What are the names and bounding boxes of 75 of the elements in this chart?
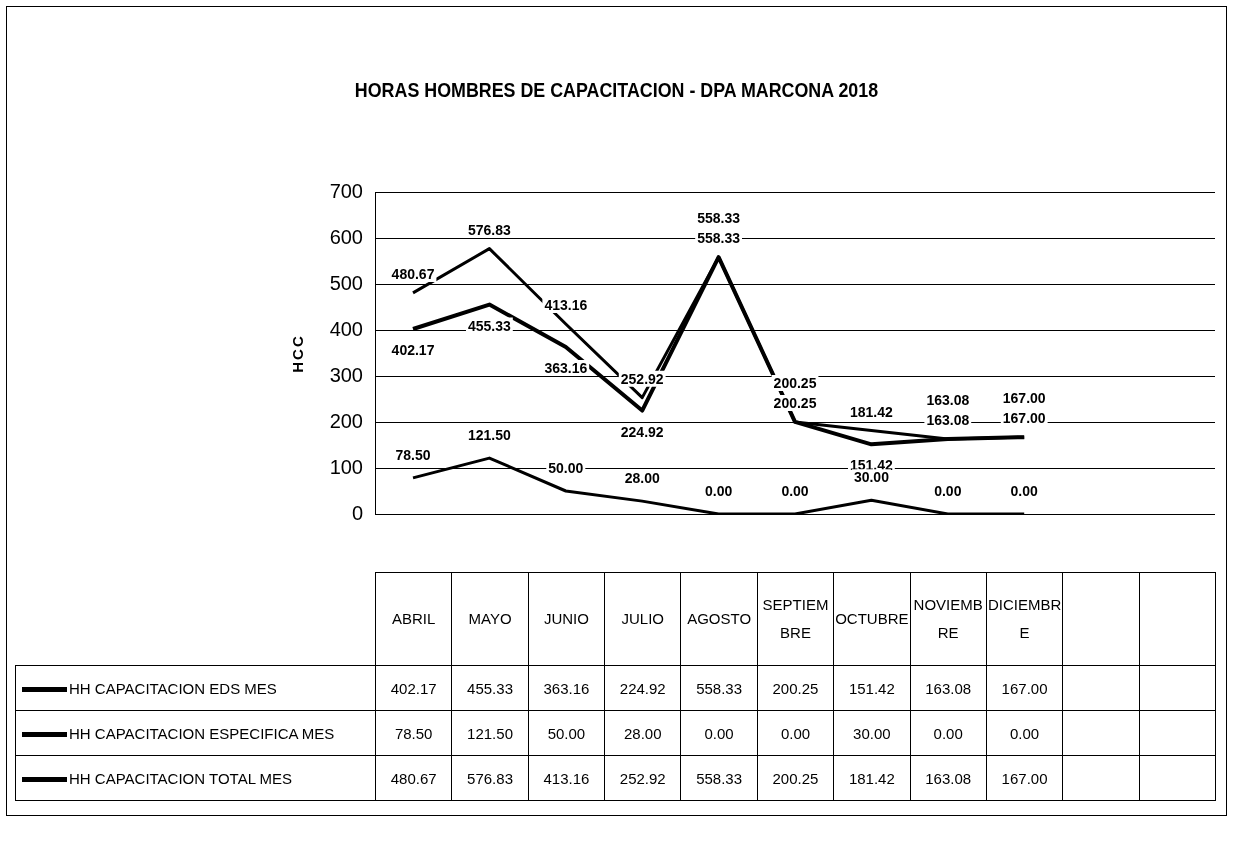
y-tick-label: 200 xyxy=(329,409,363,432)
y-tick-label: 600 xyxy=(329,225,363,248)
y-tick-label: 100 xyxy=(329,455,363,478)
text: 558.33 xyxy=(697,210,741,227)
legend-label: HH CAPACITACION TOTAL MES xyxy=(15,755,376,801)
text: 28.00 xyxy=(624,470,660,487)
x-tick-label: DICIEMBRE xyxy=(986,572,1063,666)
x-tick-label: SEPTIEMBRE xyxy=(757,572,834,666)
y-tick-label: 500 xyxy=(329,271,363,294)
data-label: 0.00 xyxy=(986,710,1063,756)
text: 455.33 xyxy=(467,317,511,334)
data-label: 413.16 xyxy=(528,755,605,801)
data-label: 30.00 xyxy=(833,710,911,756)
data-label: 181.42 xyxy=(833,755,911,801)
text: 224.92 xyxy=(620,423,664,440)
x-tick-label: NOVIEMBRE xyxy=(910,572,987,666)
x-tick-label: JULIO xyxy=(604,572,681,666)
data-label: 121.50 xyxy=(451,710,529,756)
data-label: 363.16 xyxy=(528,665,605,711)
text: 558.33 xyxy=(697,230,741,247)
data-label: 455.33 xyxy=(451,665,529,711)
text: 480.67 xyxy=(391,265,435,282)
text: 576.83 xyxy=(467,221,511,238)
data-label: 558.33 xyxy=(680,755,758,801)
y-tick-label: 700 xyxy=(329,179,363,202)
x-tick-label: AGOSTO xyxy=(680,572,758,666)
data-label: 200.25 xyxy=(757,665,834,711)
data-label: 151.42 xyxy=(833,665,911,711)
y-axis-title: HCC xyxy=(288,334,306,373)
data-label: 167.00 xyxy=(986,665,1063,711)
data-label: 0.00 xyxy=(757,710,834,756)
x-tick-label: JUNIO xyxy=(528,572,605,666)
text: 0.00 xyxy=(934,483,962,499)
data-label: 252.92 xyxy=(604,755,681,801)
data-label: 0.00 xyxy=(680,710,758,756)
text: 163.08 xyxy=(926,391,970,408)
text: 167.00 xyxy=(1002,390,1046,407)
data-label: 0.00 xyxy=(910,710,987,756)
chart-title: HORAS HOMBRES DE CAPACITACION - DPA MARCONA 2018 xyxy=(353,78,880,102)
y-tick-label: 300 xyxy=(329,363,363,386)
x-tick-label: OCTUBRE xyxy=(833,572,911,666)
data-label: 558.33 xyxy=(680,665,758,711)
data-label: 200.25 xyxy=(757,755,834,801)
text: 200.25 xyxy=(773,374,817,391)
text: 0.00 xyxy=(1010,483,1038,499)
data-label: 78.50 xyxy=(375,710,452,756)
x-tick-label: MAYO xyxy=(451,572,529,666)
x-tick-label: ABRIL xyxy=(375,572,452,666)
data-label: 163.08 xyxy=(910,755,987,801)
data-label: 163.08 xyxy=(910,665,987,711)
y-tick-label: 0 xyxy=(351,501,363,524)
data-label: 167.00 xyxy=(986,755,1063,801)
data-label: 28.00 xyxy=(604,710,681,756)
data-label: 402.17 xyxy=(375,665,452,711)
legend-label: HH CAPACITACION ESPECIFICA MES xyxy=(15,710,376,756)
text: 413.16 xyxy=(544,296,588,313)
data-label: 480.67 xyxy=(375,755,452,801)
text: 363.16 xyxy=(544,359,588,376)
text: 200.25 xyxy=(773,394,817,411)
text: 121.50 xyxy=(467,427,511,444)
data-label: 50.00 xyxy=(528,710,605,756)
data-label: 224.92 xyxy=(604,665,681,711)
text: 181.42 xyxy=(849,403,893,420)
y-tick-label: 400 xyxy=(329,317,363,340)
text: 0.00 xyxy=(781,483,809,499)
text: 78.50 xyxy=(395,446,431,463)
text: 163.08 xyxy=(926,411,970,428)
text: 50.00 xyxy=(548,460,584,476)
text: 252.92 xyxy=(620,370,664,387)
text: 0.00 xyxy=(704,483,733,499)
text: 30.00 xyxy=(853,469,889,486)
text: 402.17 xyxy=(391,342,435,358)
legend-label: HH CAPACITACION EDS MES xyxy=(15,665,376,711)
data-label: 576.83 xyxy=(451,755,529,801)
text: 167.00 xyxy=(1002,410,1046,427)
